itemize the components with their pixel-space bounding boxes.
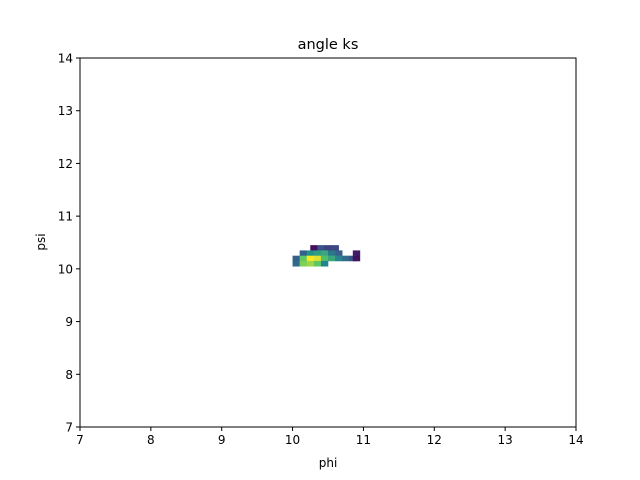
x-tick-label-0: 7 (76, 433, 84, 447)
heatmap-cell-23 (306, 260, 315, 267)
y-axis-ticks: 7 8 9 10 11 12 13 14 (58, 52, 80, 435)
heatmap-cell-4 (299, 250, 308, 256)
x-tick-label-6: 13 (498, 433, 513, 447)
heatmap-cell-16 (328, 255, 336, 262)
y-tick-label-1: 8 (65, 368, 73, 382)
heatmap-cell-2 (324, 245, 332, 251)
heatmap-cell-25 (320, 260, 329, 267)
x-axis-ticks: 7 8 9 10 11 12 13 14 (76, 427, 584, 447)
heatmap-cell-1 (317, 245, 325, 251)
heatmap-cell-6 (313, 250, 322, 256)
y-axis-label: psi (34, 233, 48, 250)
heatmap-cell-3 (331, 245, 339, 251)
y-tick-label-2: 9 (65, 315, 73, 329)
heatmap-cell-0 (310, 245, 318, 251)
x-axis-label: phi (319, 456, 338, 470)
heatmap-cell-13 (306, 255, 315, 262)
heatmap-cells (292, 245, 361, 267)
chart-title: angle ks (298, 37, 359, 53)
x-tick-label-5: 12 (427, 433, 442, 447)
heatmap-cell-12 (299, 255, 308, 262)
y-tick-label-0: 7 (65, 421, 73, 435)
heatmap-cell-22 (299, 260, 308, 267)
heatmap-cell-10 (352, 250, 361, 256)
x-tick-label-1: 8 (147, 433, 155, 447)
heatmap-cell-18 (342, 255, 350, 262)
x-tick-label-2: 9 (218, 433, 226, 447)
heatmap-cell-21 (292, 260, 300, 267)
heatmap-cell-5 (306, 250, 315, 256)
plot-frame (79, 57, 577, 428)
heatmap-cell-24 (313, 260, 322, 267)
x-tick-label-7: 14 (568, 433, 583, 447)
heatmap-cell-11 (292, 255, 300, 262)
heatmap-cell-20 (352, 255, 361, 262)
y-tick-label-7: 14 (58, 52, 73, 66)
heatmap-cell-8 (328, 250, 336, 256)
y-tick-label-4: 11 (58, 210, 73, 224)
x-tick-label-3: 10 (285, 433, 300, 447)
heatmap-cell-14 (313, 255, 322, 262)
heatmap-cell-17 (335, 255, 343, 262)
heatmap-cell-7 (320, 250, 329, 256)
heatmap-cell-15 (320, 255, 329, 262)
x-tick-label-4: 11 (356, 433, 371, 447)
heatmap-cell-9 (335, 250, 343, 256)
y-tick-label-6: 13 (58, 104, 73, 118)
y-tick-label-3: 10 (58, 262, 73, 276)
y-tick-label-5: 12 (58, 157, 73, 171)
